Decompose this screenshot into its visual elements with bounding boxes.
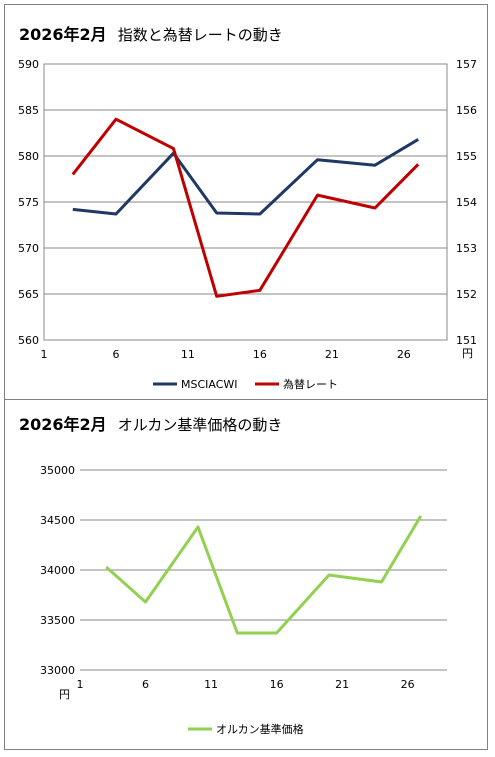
chart1-gridlines (44, 63, 447, 341)
y2-tick-label: 152 (456, 288, 477, 301)
y2-tick-label: 155 (456, 150, 477, 163)
y-tick-label: 34500 (40, 514, 75, 527)
y-tick-label: 590 (18, 58, 39, 71)
chart1-y2-tick-labels: 157 156 155 154 153 152 151 (456, 58, 477, 347)
chart1-x-tick-labels: 1 6 11 16 21 26 (41, 348, 411, 361)
chart1-y-tick-labels: 590 585 580 575 570 565 560 (18, 58, 39, 347)
y-tick-label: 570 (18, 242, 39, 255)
x-tick-label: 26 (401, 678, 415, 691)
series-line-0 (105, 515, 423, 635)
chart-frame (4, 4, 488, 750)
chart2-title-bold: 2026年2月 (19, 415, 107, 434)
x-tick-label: 21 (325, 348, 339, 361)
x-tick-label: 1 (77, 678, 84, 691)
chart1-legend: MSCIACWI 為替レート (153, 377, 338, 391)
series-line-0 (72, 138, 419, 216)
y-tick-label: 33000 (40, 664, 75, 677)
x-tick-label: 1 (41, 348, 48, 361)
x-tick-label: 6 (112, 348, 119, 361)
index-fx-chart: 2026年2月 指数と為替レートの動き 590 585 580 575 570 565 56… (18, 25, 477, 391)
x-tick-label: 21 (335, 678, 349, 691)
chart1-y-unit-label: 円 (462, 347, 473, 360)
x-tick-label: 16 (270, 678, 284, 691)
y-tick-label: 575 (18, 196, 39, 209)
chart-divider (4, 399, 488, 400)
y2-tick-label: 156 (456, 104, 477, 117)
legend-label: 為替レート (283, 377, 338, 391)
y-tick-label: 35000 (40, 464, 75, 477)
chart2-legend: オルカン基準価格 (188, 722, 304, 736)
y2-tick-label: 157 (456, 58, 477, 71)
x-tick-label: 16 (253, 348, 267, 361)
y-tick-label: 580 (18, 150, 39, 163)
y-tick-label: 560 (18, 334, 39, 347)
x-tick-label: 11 (181, 348, 195, 361)
y-tick-label: 585 (18, 104, 39, 117)
chart2-y-unit-label: 円 (59, 688, 70, 701)
y2-tick-label: 153 (456, 242, 477, 255)
chart2-series-lines (105, 515, 423, 635)
chart2-title-rest: オルカン基準価格の動き (118, 416, 283, 434)
series-line-1 (71, 117, 420, 298)
legend-label: MSCIACWI (181, 378, 238, 391)
x-tick-label: 6 (142, 678, 149, 691)
y-tick-label: 33500 (40, 614, 75, 627)
chart2-x-tick-labels: 1 6 11 16 21 26 (77, 678, 415, 691)
chart1-title-rest: 指数と為替レートの動き (118, 26, 283, 44)
chart1-title-bold: 2026年2月 (19, 25, 107, 44)
chart2-y-tick-labels: 35000 34500 34000 33500 33000 (40, 464, 75, 677)
y2-tick-label: 154 (456, 196, 477, 209)
chart1-series-lines (71, 117, 420, 298)
chart1-title: 2026年2月 指数と為替レートの動き (19, 25, 283, 44)
y-tick-label: 565 (18, 288, 39, 301)
chart2-gridlines (80, 469, 447, 671)
y-tick-label: 34000 (40, 564, 75, 577)
y2-tick-label: 151 (456, 334, 477, 347)
x-tick-label: 26 (397, 348, 411, 361)
orukan-price-chart: 2026年2月 オルカン基準価格の動き 35000 34500 34000 33500… (19, 415, 447, 736)
x-tick-label: 11 (204, 678, 218, 691)
chart2-title: 2026年2月 オルカン基準価格の動き (19, 415, 282, 434)
legend-label: オルカン基準価格 (216, 722, 304, 736)
